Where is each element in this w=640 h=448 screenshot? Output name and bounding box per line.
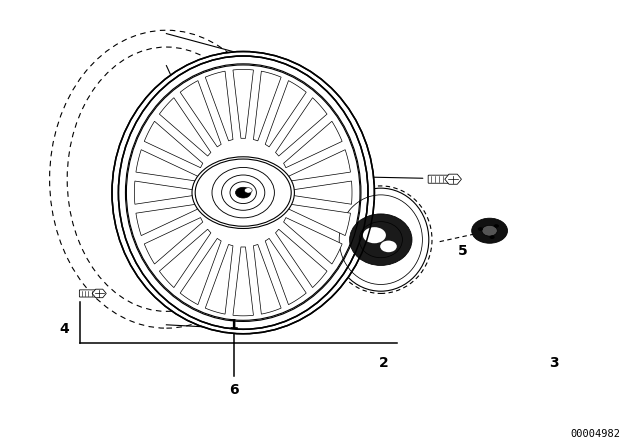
Polygon shape [265, 238, 306, 305]
Circle shape [472, 218, 508, 243]
Circle shape [363, 227, 386, 243]
Polygon shape [159, 229, 211, 288]
Circle shape [195, 159, 291, 226]
Text: 4: 4 [59, 322, 69, 336]
Polygon shape [253, 245, 281, 314]
Text: 2: 2 [379, 356, 389, 370]
Polygon shape [445, 174, 461, 184]
Circle shape [478, 227, 483, 231]
Polygon shape [275, 98, 327, 156]
Ellipse shape [349, 214, 412, 265]
Polygon shape [159, 98, 211, 156]
Polygon shape [289, 204, 351, 236]
Text: 6: 6 [228, 383, 239, 397]
Polygon shape [265, 81, 306, 147]
Circle shape [494, 224, 499, 228]
Polygon shape [284, 218, 342, 264]
Text: 00004982: 00004982 [571, 429, 621, 439]
Circle shape [244, 188, 252, 193]
Polygon shape [180, 238, 221, 305]
Circle shape [236, 187, 251, 198]
Polygon shape [275, 229, 327, 288]
Ellipse shape [112, 52, 374, 334]
Ellipse shape [221, 175, 265, 210]
Circle shape [380, 241, 397, 252]
Polygon shape [92, 289, 106, 298]
Polygon shape [253, 71, 281, 141]
Polygon shape [144, 121, 203, 168]
Ellipse shape [118, 56, 368, 329]
Text: 1: 1 [228, 318, 239, 332]
Circle shape [192, 157, 294, 228]
Ellipse shape [333, 188, 429, 291]
Ellipse shape [126, 65, 360, 320]
Text: 3: 3 [548, 356, 559, 370]
Text: 5: 5 [458, 244, 467, 258]
FancyBboxPatch shape [428, 175, 454, 183]
Polygon shape [289, 150, 351, 181]
Polygon shape [136, 204, 198, 236]
Polygon shape [233, 247, 253, 316]
Polygon shape [205, 245, 233, 314]
Polygon shape [136, 150, 198, 181]
Circle shape [482, 225, 497, 236]
Ellipse shape [230, 182, 257, 203]
Ellipse shape [212, 168, 275, 218]
Polygon shape [233, 69, 253, 138]
Polygon shape [134, 181, 195, 204]
Polygon shape [284, 121, 342, 168]
Circle shape [490, 235, 495, 239]
Polygon shape [180, 81, 221, 147]
FancyBboxPatch shape [79, 290, 100, 297]
Polygon shape [144, 218, 203, 264]
Polygon shape [205, 71, 233, 141]
Polygon shape [291, 181, 352, 204]
